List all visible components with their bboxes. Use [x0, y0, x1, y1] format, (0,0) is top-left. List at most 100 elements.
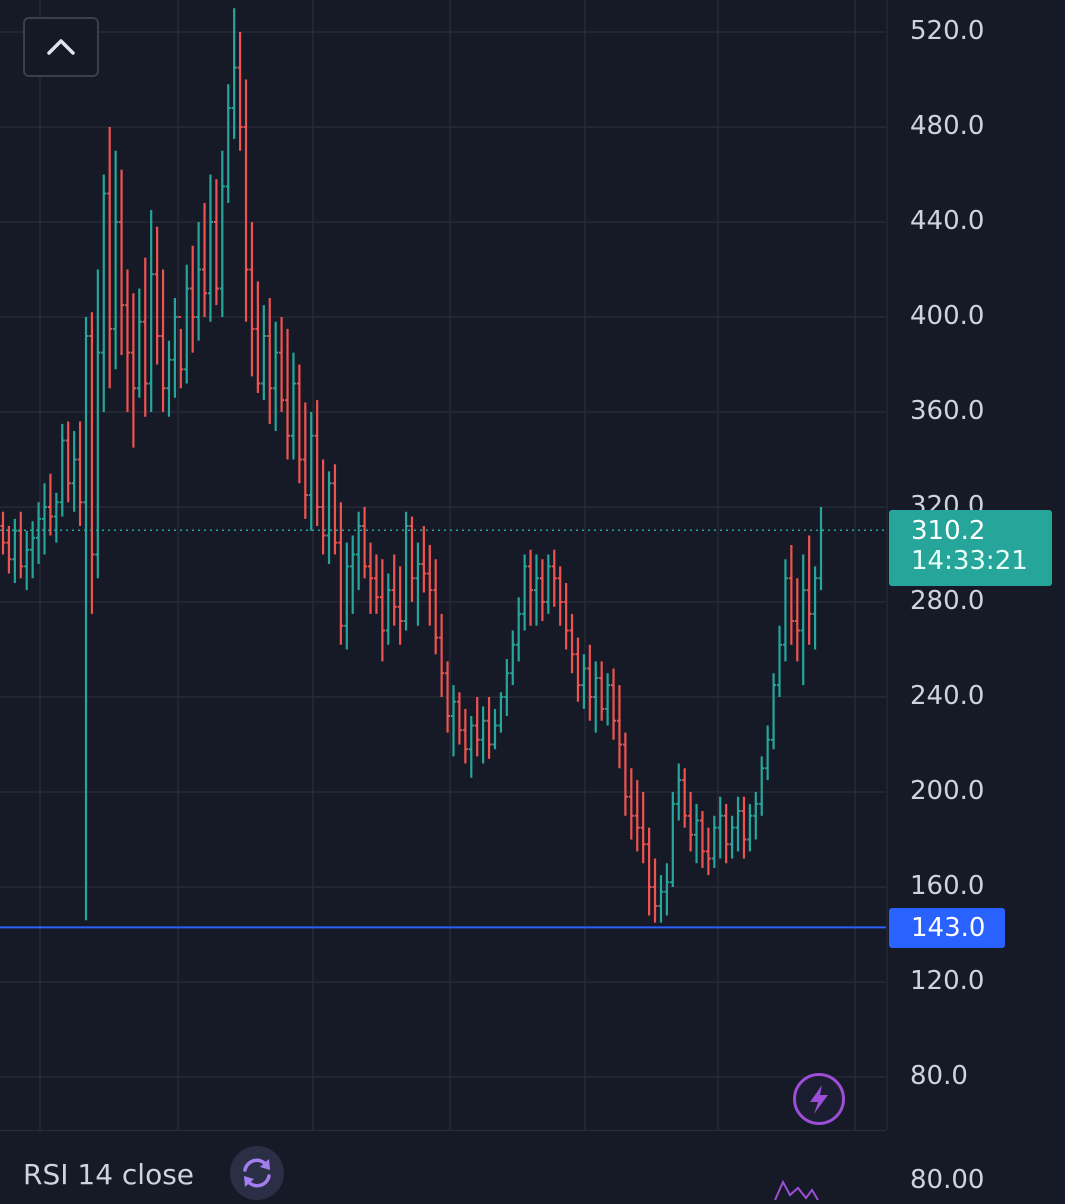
ohlc-bar — [373, 554, 379, 614]
ohlc-bar — [575, 637, 581, 702]
rsi-pane[interactable] — [0, 1130, 886, 1200]
ohlc-bar — [267, 298, 273, 424]
ohlc-bar — [652, 858, 658, 923]
lightning-icon — [810, 1085, 828, 1114]
ohlc-bar — [788, 545, 794, 645]
ohlc-bar — [59, 423, 65, 517]
ohlc-bar — [219, 150, 225, 317]
ohlc-bar — [148, 210, 154, 412]
ohlc-bar — [314, 400, 320, 526]
ohlc-bar — [403, 511, 409, 631]
bar-countdown: 14:33:21 — [911, 546, 1028, 576]
ohlc-bar — [53, 492, 59, 543]
ohlc-bar — [711, 815, 717, 868]
ohlc-bar — [818, 507, 824, 591]
ohlc-bar — [154, 226, 160, 365]
chart-grid — [0, 0, 886, 1130]
ohlc-bar — [812, 566, 818, 650]
ohlc-bar — [285, 328, 291, 460]
ohlc-bar — [65, 421, 71, 503]
ohlc-bar — [160, 269, 166, 412]
price-tick-label: 440.0 — [910, 206, 985, 236]
ohlc-bar — [385, 573, 391, 645]
ohlc-bar — [124, 269, 130, 412]
ohlc-bar — [563, 583, 569, 650]
ohlc-bar — [350, 535, 356, 614]
ohlc-bar — [427, 545, 433, 626]
ohlc-bar — [18, 511, 24, 579]
ohlc-bar — [273, 321, 279, 431]
ohlc-bar — [551, 549, 557, 607]
ohlc-bars — [0, 8, 824, 923]
ohlc-bar — [249, 222, 255, 377]
ohlc-bar — [24, 530, 30, 591]
ohlc-bar — [47, 473, 53, 536]
ohlc-bar — [504, 659, 510, 716]
ohlc-bar — [664, 863, 670, 916]
ohlc-bar — [741, 796, 747, 859]
price-tick-label: 200.0 — [910, 776, 985, 806]
ohlc-bar — [261, 305, 267, 401]
ohlc-bar — [41, 483, 47, 555]
ohlc-bar — [71, 431, 77, 512]
ohlc-bar — [498, 692, 504, 733]
ohlc-bar — [753, 792, 759, 840]
ohlc-bar — [362, 507, 368, 579]
rsi-indicator-label[interactable]: RSI 14 close — [23, 1158, 195, 1191]
ohlc-bar — [622, 732, 628, 816]
ohlc-bar — [113, 150, 119, 370]
ohlc-bar — [522, 554, 528, 631]
ohlc-bar — [682, 768, 688, 828]
ohlc-bar — [569, 613, 575, 674]
ohlc-bar — [516, 597, 522, 662]
ohlc-bar — [717, 796, 723, 859]
rsi-refresh-button[interactable] — [230, 1146, 284, 1200]
ohlc-bar — [0, 511, 6, 555]
last-price-value: 310.2 — [911, 516, 986, 546]
ohlc-bar — [344, 542, 350, 650]
price-tick-label: 160.0 — [910, 871, 985, 901]
ohlc-bar — [77, 421, 83, 526]
ohlc-bar — [130, 293, 136, 448]
ohlc-bar — [213, 179, 219, 306]
ohlc-bar — [462, 708, 468, 764]
ohlc-bar — [231, 8, 237, 139]
ohlc-bar — [207, 174, 213, 322]
ohlc-bar — [765, 725, 771, 781]
ohlc-bar — [166, 340, 172, 417]
price-tick-label: 520.0 — [910, 16, 985, 46]
ohlc-bar — [676, 763, 682, 821]
collapse-button[interactable] — [23, 17, 99, 77]
ohlc-bar — [581, 654, 587, 709]
ohlc-bar — [628, 768, 634, 840]
ohlc-bar — [723, 803, 729, 864]
ohlc-bar — [101, 174, 107, 412]
ohlc-bar — [759, 756, 765, 816]
ohlc-bar — [421, 526, 427, 593]
ohlc-bar — [190, 245, 196, 353]
ohlc-bar — [36, 502, 42, 564]
ohlc-bar — [83, 317, 89, 921]
ohlc-bar — [290, 352, 296, 460]
ohlc-bar — [184, 264, 190, 384]
ohlc-bar — [279, 317, 285, 412]
ohlc-bar — [409, 516, 415, 602]
ohlc-bar — [397, 566, 403, 645]
ohlc-bar — [777, 625, 783, 697]
ohlc-bar — [30, 521, 36, 579]
lightning-button[interactable] — [793, 1073, 845, 1125]
ohlc-bar — [320, 459, 326, 555]
refresh-icon — [243, 1158, 271, 1188]
ohlc-bar — [296, 364, 302, 484]
ohlc-bar — [539, 559, 545, 621]
ohlc-bar — [308, 412, 314, 531]
ohlc-bar — [735, 796, 741, 852]
ohlc-bar — [699, 811, 705, 868]
ohlc-bar — [136, 288, 142, 398]
ohlc-bar — [142, 257, 148, 417]
ohlc-bar — [338, 502, 344, 645]
ohlc-bar — [95, 269, 101, 579]
ohlc-bar — [243, 79, 249, 322]
ohlc-bar — [794, 578, 800, 662]
